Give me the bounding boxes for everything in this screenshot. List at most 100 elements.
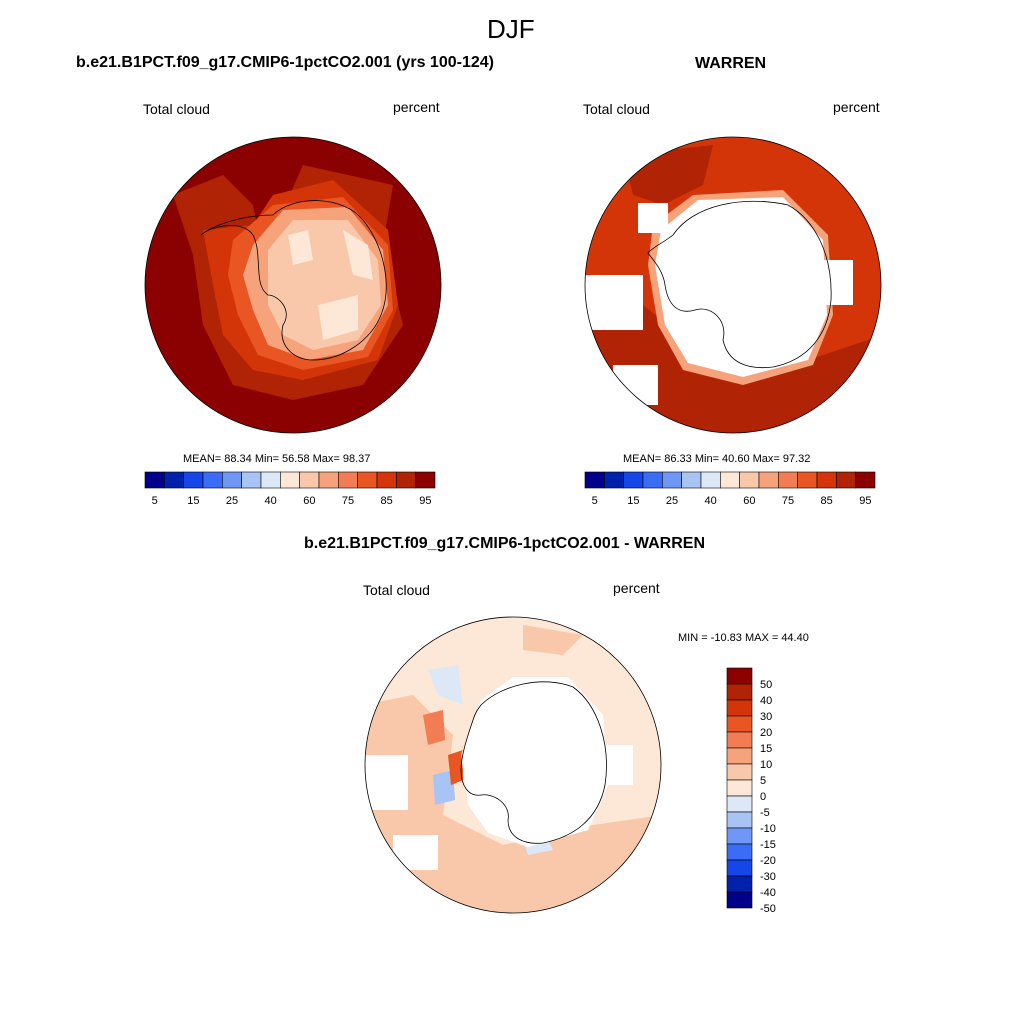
panel2-field-missing (655, 197, 827, 377)
colorbar-tick-label: 5 (592, 495, 598, 507)
panel3-coastline (460, 681, 607, 844)
panel3-variable-label: Total cloud (363, 582, 430, 598)
colorbar-swatch (797, 471, 818, 489)
panel3-field-band-light (523, 625, 583, 655)
colorbar-swatch (338, 471, 358, 489)
panel3-polar-map (364, 616, 662, 914)
colorbar-swatch (700, 471, 721, 489)
panel2-colorbar: 5 15 25 40 60 75 85 95 (584, 471, 876, 507)
colorbar-tick-label: 30 (760, 711, 772, 723)
colorbar-tick-label: 15 (760, 743, 772, 755)
colorbar-swatch (758, 471, 779, 489)
colorbar-swatch (183, 471, 204, 489)
colorbar-tick-label: 15 (627, 495, 639, 507)
page-title: DJF (487, 14, 535, 44)
colorbar-swatch (584, 471, 605, 489)
panel3-title: b.e21.B1PCT.f09_g17.CMIP6-1pctCO2.001 - … (304, 535, 706, 552)
colorbar-tick-label: 25 (666, 495, 678, 507)
colorbar-swatch (726, 875, 753, 893)
panel3-units-label: percent (613, 580, 660, 596)
colorbar-tick-label: 0 (760, 791, 766, 803)
colorbar-swatch (642, 471, 663, 489)
panel3-field-missing (461, 677, 608, 847)
colorbar-swatch (726, 843, 753, 861)
panel1-field-band-lightest (288, 230, 373, 340)
colorbar-tick-label: 60 (303, 495, 315, 507)
panel2-units-label: percent (833, 99, 880, 115)
colorbar-swatch (623, 471, 644, 489)
colorbar-swatch (318, 471, 339, 489)
colorbar-swatch (726, 747, 753, 765)
panel1-title: b.e21.B1PCT.f09_g17.CMIP6-1pctCO2.001 (y… (76, 54, 494, 71)
colorbar-tick-label: 40 (760, 695, 772, 707)
colorbar-tick-label: 75 (342, 495, 354, 507)
colorbar-tick-label: -10 (760, 823, 776, 835)
colorbar-swatch (726, 683, 753, 701)
colorbar-swatch (726, 891, 753, 909)
colorbar-swatch (396, 471, 416, 489)
colorbar-tick-label: 95 (859, 495, 871, 507)
colorbar-tick-label: 60 (743, 495, 755, 507)
panel2-missing-block (613, 365, 658, 405)
colorbar-tick-label: 50 (760, 679, 772, 691)
colorbar-swatch (726, 731, 753, 749)
colorbar-swatch (376, 471, 397, 489)
colorbar-tick-label: -40 (760, 887, 776, 899)
panel1-polar-map (144, 136, 442, 434)
colorbar-swatch (357, 471, 378, 489)
colorbar-swatch (164, 471, 184, 489)
panel2-title: WARREN (695, 55, 767, 72)
colorbar-tick-label: 5 (760, 775, 766, 787)
colorbar-tick-label: 5 (152, 495, 158, 507)
panel3-stats: MIN = -10.83 MAX = 44.40 (678, 632, 809, 644)
panel3-field-orange (423, 710, 445, 745)
colorbar-tick-label: -50 (760, 903, 776, 915)
colorbar-swatch (726, 699, 753, 717)
colorbar-swatch (726, 859, 753, 877)
colorbar-swatch (855, 471, 876, 489)
colorbar-swatch (415, 471, 436, 489)
panel1-stats: MEAN= 88.34 Min= 56.58 Max= 98.37 (183, 453, 371, 465)
colorbar-tick-label: 40 (705, 495, 717, 507)
panel2-stats: MEAN= 86.33 Min= 40.60 Max= 97.32 (623, 453, 811, 465)
colorbar-swatch (260, 471, 281, 489)
colorbar-swatch (144, 471, 165, 489)
colorbar-tick-label: 85 (381, 495, 393, 507)
colorbar-swatch (726, 827, 753, 845)
colorbar-swatch (604, 471, 624, 489)
panel2-variable-label: Total cloud (583, 101, 650, 117)
colorbar-tick-label: 40 (265, 495, 277, 507)
colorbar-swatch (726, 779, 753, 797)
colorbar-tick-label: 20 (760, 727, 772, 739)
panel3-missing-block (365, 755, 408, 810)
colorbar-swatch (726, 811, 753, 829)
colorbar-swatch (726, 667, 753, 685)
colorbar-swatch (816, 471, 837, 489)
colorbar-tick-label: -5 (760, 807, 770, 819)
colorbar-swatch (662, 471, 682, 489)
panel1-coastline (200, 200, 387, 361)
colorbar-tick-label: -20 (760, 855, 776, 867)
colorbar-swatch (836, 471, 856, 489)
colorbar-swatch (726, 763, 753, 781)
panel2-missing-block (585, 275, 643, 330)
panel2-missing-block (638, 203, 668, 233)
colorbar-tick-label: 85 (821, 495, 833, 507)
colorbar-tick-label: -15 (760, 839, 776, 851)
colorbar-tick-label: 15 (187, 495, 199, 507)
panel2-polar-map (584, 136, 882, 434)
panel3-field-blue (428, 665, 463, 705)
panel1-colorbar: 5 15 25 40 60 75 85 95 (144, 471, 436, 507)
colorbar-swatch (726, 715, 753, 733)
colorbar-swatch (726, 795, 753, 813)
colorbar-swatch (681, 471, 702, 489)
colorbar-swatch (222, 471, 242, 489)
panel1-variable-label: Total cloud (143, 101, 210, 117)
panel3-field-orange (448, 750, 463, 785)
panel3-missing-block (603, 745, 633, 785)
panel3-missing-block (393, 835, 438, 870)
colorbar-swatch (202, 471, 223, 489)
colorbar-swatch (720, 471, 740, 489)
panel3-field-blue (433, 770, 455, 805)
